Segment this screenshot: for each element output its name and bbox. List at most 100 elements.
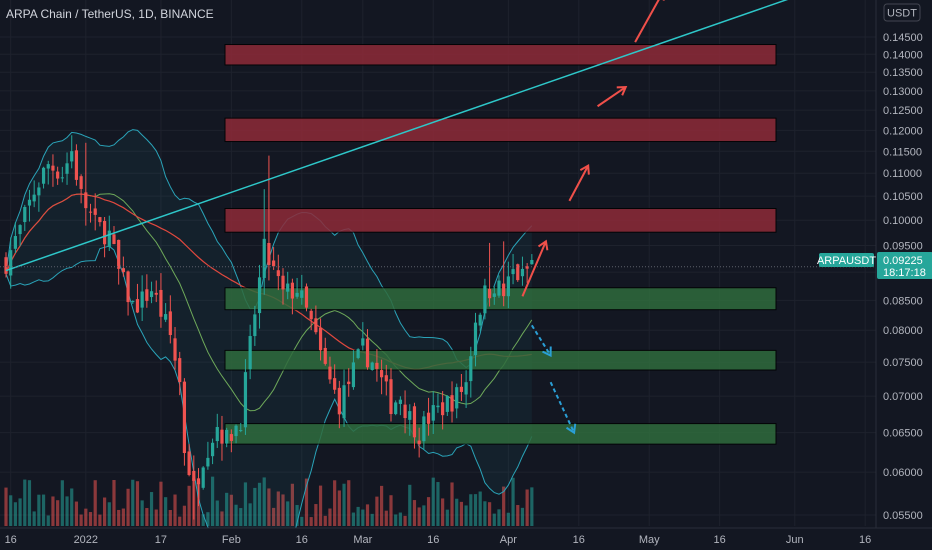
- volume-bar: [464, 505, 468, 526]
- volume-bar: [431, 477, 435, 526]
- candle-body: [375, 362, 379, 369]
- candle-body: [164, 314, 168, 320]
- volume-bar: [478, 491, 482, 526]
- volume-bar: [149, 492, 154, 526]
- time-tick-label: May: [639, 534, 660, 546]
- candle-body: [272, 260, 276, 267]
- volume-bar: [318, 485, 323, 526]
- candle-body: [314, 318, 318, 333]
- candle-body: [196, 478, 201, 485]
- bollinger-band-fill: [6, 129, 532, 550]
- volume-bar: [422, 505, 426, 526]
- volume-bar: [516, 505, 520, 526]
- time-tick-label: Apr: [500, 534, 517, 546]
- price-tick-label: 0.09500: [883, 241, 923, 253]
- candle-body: [365, 338, 370, 368]
- candle-body: [370, 362, 374, 371]
- arrow-down-head: [565, 423, 577, 435]
- candle-body: [79, 176, 83, 189]
- candle-body: [37, 187, 41, 196]
- arrow-up: [521, 239, 549, 297]
- volume-bar: [187, 485, 191, 526]
- candle-body: [333, 378, 337, 390]
- volume-bar: [117, 509, 121, 526]
- price-tick-label: 0.11500: [883, 146, 922, 158]
- candle-body: [178, 358, 182, 383]
- candle-body: [473, 322, 478, 356]
- price-tick-label: 0.08500: [883, 295, 923, 307]
- candle-body: [253, 314, 257, 337]
- candles[interactable]: [4, 135, 534, 520]
- volume-bar: [215, 500, 219, 526]
- volume-bar: [23, 479, 27, 526]
- candle-body: [98, 217, 102, 223]
- candle-body: [168, 311, 172, 336]
- price-tick-label: 0.14000: [883, 49, 923, 61]
- volume-bar: [384, 510, 388, 526]
- volume-bar: [351, 512, 356, 526]
- volume-bar: [70, 488, 74, 526]
- candle-body: [351, 362, 356, 388]
- volume-bar: [412, 500, 417, 526]
- zones: [224, 44, 777, 445]
- price-tag-countdown: 18:17:18: [883, 267, 926, 279]
- candle-body: [192, 470, 196, 481]
- candle-body: [140, 291, 144, 308]
- time-tick-label: 16: [859, 534, 871, 546]
- volume-bar: [276, 491, 280, 526]
- candle-body: [201, 467, 205, 488]
- volume-bar: [56, 500, 60, 526]
- candle-body: [356, 349, 360, 358]
- candle-body: [290, 282, 294, 299]
- volume-bar: [225, 492, 229, 526]
- candle-body: [511, 269, 515, 275]
- volume-bar: [450, 482, 454, 526]
- arrow-down: [549, 381, 577, 435]
- candle-body: [154, 292, 158, 295]
- drawings[interactable]: [0, 0, 876, 435]
- time-tick-label: 16: [714, 534, 726, 546]
- time-tick-label: 2022: [74, 534, 98, 546]
- candle-body: [65, 163, 69, 174]
- resistance-zone: [224, 208, 777, 233]
- price-tag: [877, 251, 932, 279]
- candle-body: [445, 395, 449, 412]
- time-tick-label: 16: [427, 534, 439, 546]
- price-tick-label: 0.10500: [883, 191, 923, 203]
- candle-body: [502, 283, 506, 297]
- volume-bar: [18, 498, 22, 526]
- volume-bar: [234, 504, 238, 526]
- candle-body: [520, 268, 525, 277]
- candle-body: [478, 314, 482, 326]
- candle-body: [337, 387, 341, 415]
- price-tick-label: 0.11000: [883, 168, 922, 180]
- volume-bar: [74, 501, 79, 526]
- volume-bar: [164, 497, 168, 526]
- candle-body: [149, 291, 154, 298]
- volume-bar: [520, 507, 525, 526]
- candle-body: [408, 411, 412, 420]
- volume-bar: [173, 494, 177, 526]
- candle-body: [145, 289, 149, 301]
- candle-body: [215, 427, 219, 442]
- currency-button[interactable]: [883, 3, 921, 22]
- volume-bar: [408, 484, 412, 526]
- candle-body: [112, 234, 116, 245]
- price-tick-label: 0.05500: [883, 510, 923, 522]
- volume-bar: [441, 498, 445, 526]
- volume-bar: [342, 483, 346, 526]
- time-axis-panel: [0, 528, 932, 550]
- price-tick-label: 0.08000: [883, 325, 923, 337]
- candle-body: [27, 199, 32, 206]
- candle-body: [318, 327, 323, 351]
- volume-bar: [455, 498, 459, 526]
- volume-bar: [417, 507, 421, 526]
- bollinger-lower-line: [5, 245, 533, 550]
- candle-body: [412, 406, 417, 438]
- volume-bar: [426, 497, 431, 526]
- volume-bar: [347, 480, 351, 526]
- price-tick-label: 0.13000: [883, 86, 923, 98]
- candle-body: [46, 164, 50, 169]
- candle-body: [530, 259, 534, 265]
